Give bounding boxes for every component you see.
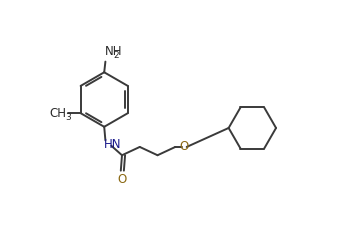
Text: CH: CH <box>49 107 66 120</box>
Text: HN: HN <box>104 138 121 151</box>
Text: 2: 2 <box>113 51 119 60</box>
Text: 3: 3 <box>65 113 71 122</box>
Text: NH: NH <box>105 45 122 58</box>
Text: O: O <box>118 173 127 186</box>
Text: O: O <box>180 141 189 153</box>
